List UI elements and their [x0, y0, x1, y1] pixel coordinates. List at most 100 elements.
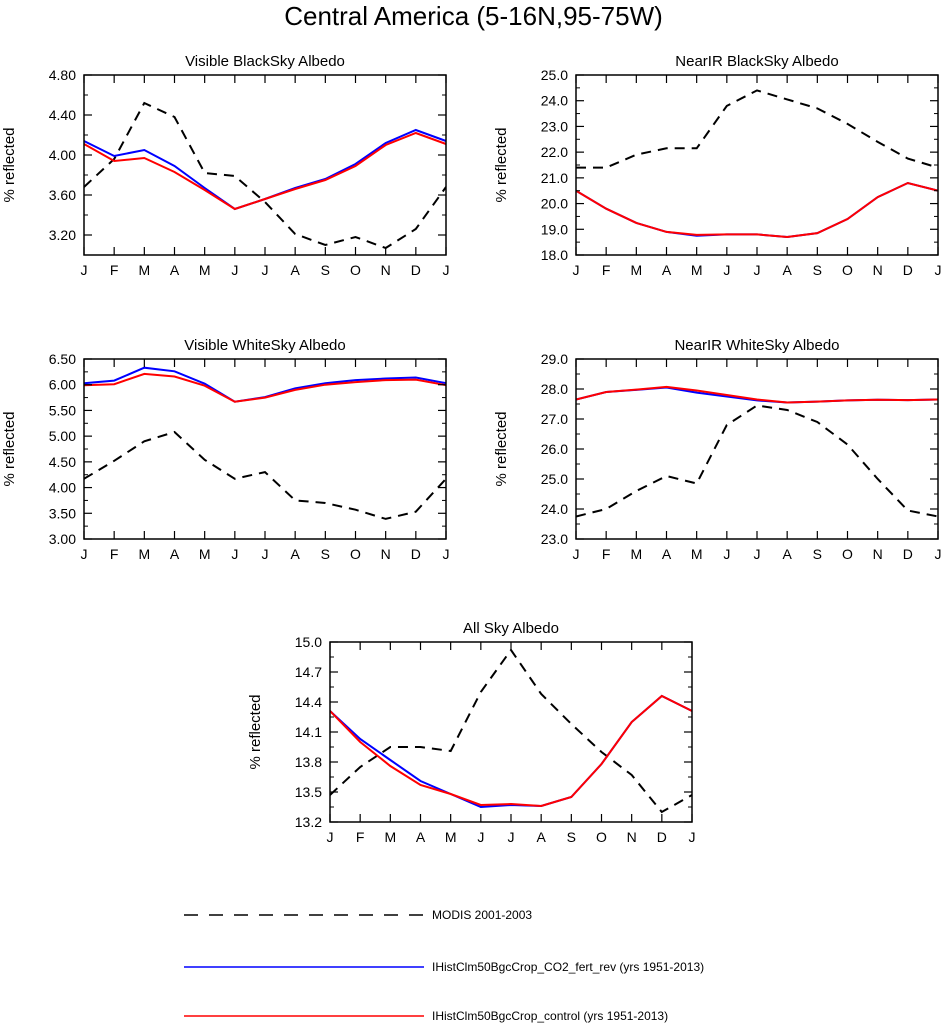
series-line-1: [576, 404, 938, 518]
chart-panel-5: All Sky Albedo % reflected J F M A M J J A S O N D J 13…: [247, 620, 696, 845]
y-tick-label: 3.60: [49, 187, 76, 203]
x-tick-label: A: [290, 546, 300, 562]
x-tick-label: J: [81, 546, 88, 562]
x-tick-label: M: [138, 262, 150, 278]
x-tick-label: A: [782, 546, 792, 562]
page-title: Central America (5-16N,95-75W): [284, 1, 663, 31]
y-tick-label: 13.8: [295, 754, 322, 770]
x-tick-label: O: [350, 546, 361, 562]
y-tick-label: 4.40: [49, 107, 76, 123]
x-tick-label: M: [630, 262, 642, 278]
y-tick-label: 23.0: [541, 118, 568, 134]
x-tick-label: M: [199, 262, 211, 278]
y-axis-label: % reflected: [247, 694, 264, 769]
x-tick-label: J: [935, 262, 942, 278]
legend-item-3: IHistClm50BgcCrop_control (yrs 1951-2013…: [184, 1009, 668, 1023]
y-tick-label: 25.0: [541, 471, 568, 487]
x-tick-label: M: [630, 546, 642, 562]
x-tick-label: F: [356, 829, 365, 845]
y-tick-label: 18.0: [541, 247, 568, 263]
panel-title: NearIR WhiteSky Albedo: [674, 337, 839, 354]
y-tick-label: 24.0: [541, 93, 568, 109]
x-tick-label: J: [262, 262, 269, 278]
panel-title: Visible WhiteSky Albedo: [184, 337, 345, 354]
y-tick-label: 5.50: [49, 402, 76, 418]
chart-panel-3: Visible WhiteSky Albedo % reflected J F M A M J…: [1, 337, 450, 562]
y-tick-label: 20.0: [541, 196, 568, 212]
y-tick-label: 6.50: [49, 351, 76, 367]
y-tick-label: 13.2: [295, 814, 322, 830]
x-tick-label: M: [384, 829, 396, 845]
chart-panel-1: Visible BlackSky Albedo % reflected J F M A M J…: [1, 53, 450, 278]
x-tick-label: M: [691, 262, 703, 278]
y-tick-label: 4.80: [49, 67, 76, 83]
x-tick-label: S: [813, 546, 822, 562]
y-tick-label: 3.50: [49, 505, 76, 521]
y-tick-label: 3.00: [49, 531, 76, 547]
y-axis-label: % reflected: [1, 411, 18, 486]
panel-title: NearIR BlackSky Albedo: [675, 53, 838, 70]
x-tick-label: S: [321, 546, 330, 562]
x-tick-label: N: [873, 546, 883, 562]
x-tick-label: S: [321, 262, 330, 278]
x-tick-label: A: [170, 546, 180, 562]
legend-label: MODIS 2001-2003: [432, 908, 532, 922]
y-tick-label: 19.0: [541, 221, 568, 237]
x-tick-label: J: [689, 829, 696, 845]
y-axis-label: % reflected: [493, 411, 510, 486]
plot-frame: [83, 74, 447, 256]
x-tick-label: J: [327, 829, 334, 845]
x-tick-label: J: [573, 262, 580, 278]
series-line-3: [84, 372, 446, 403]
chart-panel-2: NearIR BlackSky Albedo % reflected J F M A M J J…: [493, 53, 942, 278]
x-tick-label: J: [723, 546, 730, 562]
x-tick-label: N: [381, 262, 391, 278]
plot-frame: [329, 641, 693, 823]
y-axis-label: % reflected: [1, 127, 18, 202]
x-tick-label: J: [754, 546, 761, 562]
x-tick-label: M: [138, 546, 150, 562]
y-tick-label: 21.0: [541, 170, 568, 186]
x-tick-label: D: [657, 829, 667, 845]
x-tick-label: J: [262, 546, 269, 562]
plot-frame: [83, 358, 447, 540]
x-tick-label: J: [81, 262, 88, 278]
series-line-1: [84, 101, 446, 250]
y-tick-label: 29.0: [541, 351, 568, 367]
x-tick-label: A: [416, 829, 426, 845]
x-tick-label: D: [411, 262, 421, 278]
x-tick-label: D: [903, 262, 913, 278]
y-tick-label: 14.1: [295, 724, 322, 740]
x-tick-label: N: [627, 829, 637, 845]
y-tick-label: 4.00: [49, 147, 76, 163]
panel-title: Visible BlackSky Albedo: [185, 53, 345, 70]
y-tick-label: 13.5: [295, 784, 322, 800]
x-tick-label: D: [411, 546, 421, 562]
x-tick-label: F: [110, 262, 119, 278]
y-tick-label: 14.4: [295, 694, 322, 710]
series-line-1: [84, 430, 446, 520]
panel-title: All Sky Albedo: [463, 620, 559, 637]
y-tick-label: 28.0: [541, 381, 568, 397]
x-tick-label: O: [350, 262, 361, 278]
x-tick-label: J: [443, 262, 450, 278]
y-tick-label: 4.50: [49, 454, 76, 470]
x-tick-label: M: [445, 829, 457, 845]
y-tick-label: 22.0: [541, 144, 568, 160]
legend-item-1: MODIS 2001-2003: [184, 908, 532, 922]
y-tick-label: 27.0: [541, 411, 568, 427]
y-tick-label: 15.0: [295, 634, 322, 650]
x-tick-label: J: [231, 262, 238, 278]
x-tick-label: J: [477, 829, 484, 845]
plot-frame: [575, 74, 939, 256]
x-tick-label: A: [782, 262, 792, 278]
x-tick-label: F: [602, 546, 611, 562]
y-axis-label: % reflected: [493, 127, 510, 202]
y-tick-label: 23.0: [541, 531, 568, 547]
y-tick-label: 4.00: [49, 480, 76, 496]
x-tick-label: O: [842, 262, 853, 278]
chart-panel-4: NearIR WhiteSky Albedo % reflected J F M A M J J…: [493, 337, 942, 562]
x-tick-label: A: [662, 546, 672, 562]
series-line-3: [84, 131, 446, 211]
